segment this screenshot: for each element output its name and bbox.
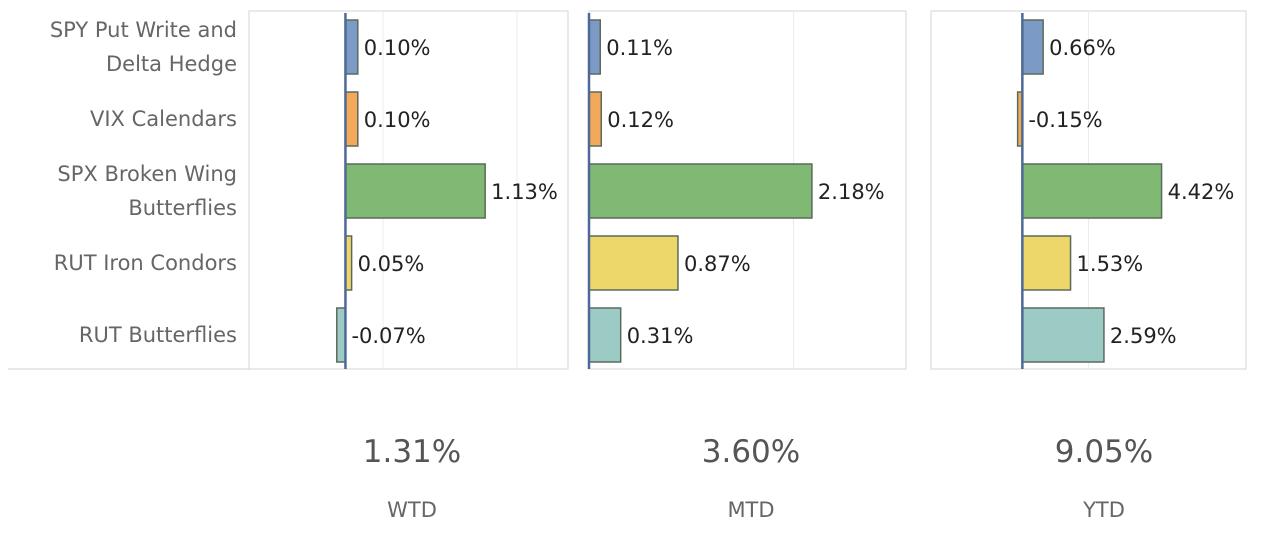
total-ytd: 9.05%	[1055, 434, 1153, 470]
category-label: SPX Broken Wing Butterflies	[57, 162, 237, 220]
data-label: 0.31%	[627, 324, 694, 348]
data-label: 0.05%	[358, 252, 425, 276]
period-label-mtd: MTD	[727, 498, 774, 522]
data-label: 2.59%	[1110, 324, 1177, 348]
bar-mtd-2	[588, 163, 813, 219]
period-label-wtd: WTD	[387, 498, 437, 522]
bar-mtd-1	[588, 91, 603, 147]
bar-mtd-3	[588, 235, 679, 291]
data-label: 0.10%	[364, 36, 431, 60]
total-mtd: 3.60%	[702, 434, 800, 470]
period-summaries: 1.31% WTD 3.60% MTD 9.05% YTD	[363, 434, 1153, 522]
data-label: 1.13%	[491, 180, 558, 204]
bar-mtd-4	[588, 307, 622, 363]
bar-ytd-2	[1021, 163, 1163, 219]
period-label-ytd: YTD	[1082, 498, 1125, 522]
category-labels: SPY Put Write and Delta Hedge VIX Calendar…	[8, 18, 249, 370]
data-label: -0.15%	[1028, 108, 1102, 132]
panel-mtd: 0.11% 0.12% 2.18% 0.87% 0.31%	[587, 10, 907, 370]
bar-ytd-3	[1021, 235, 1072, 291]
bar-mtd-0	[588, 19, 601, 75]
chart-panels: 0.10% 0.10% 1.13% 0.05% -0.07% 0.11% 0.12% 2.18…	[248, 10, 1247, 370]
category-label: SPY Put Write and Delta Hedge	[50, 18, 237, 76]
category-label: RUT Butterflies	[79, 323, 237, 347]
data-label: 2.18%	[818, 180, 885, 204]
data-label: 0.12%	[607, 108, 674, 132]
category-label: VIX Calendars	[90, 107, 237, 131]
bar-ytd-0	[1021, 19, 1044, 75]
bar-wtd-0	[344, 19, 359, 75]
bar-ytd-4	[1021, 307, 1105, 363]
total-wtd: 1.31%	[363, 434, 461, 470]
data-label: 0.10%	[364, 108, 431, 132]
category-label: RUT Iron Condors	[54, 251, 237, 275]
data-label: 0.87%	[684, 252, 751, 276]
data-label: 0.66%	[1049, 36, 1116, 60]
bar-wtd-4	[336, 307, 347, 363]
data-label: -0.07%	[351, 324, 425, 348]
panel-wtd: 0.10% 0.10% 1.13% 0.05% -0.07%	[248, 10, 569, 370]
data-label: 4.42%	[1168, 180, 1235, 204]
bar-wtd-2	[344, 163, 486, 219]
data-label: 0.11%	[606, 36, 673, 60]
bar-wtd-1	[344, 91, 359, 147]
data-label: 1.53%	[1077, 252, 1144, 276]
panel-ytd: 0.66% -0.15% 4.42% 1.53% 2.59%	[930, 10, 1247, 370]
